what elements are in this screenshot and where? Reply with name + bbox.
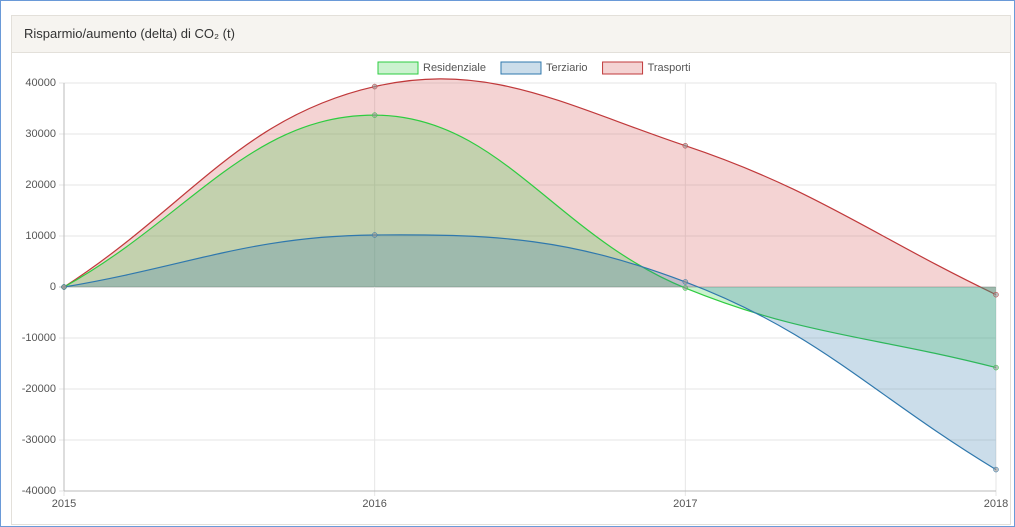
data-point: [993, 291, 999, 298]
data-point: [61, 284, 67, 290]
series-area: [64, 78, 996, 295]
legend-label: Terziario: [546, 62, 588, 74]
y-tick-label: 30000: [25, 128, 56, 140]
y-tick-label: 20000: [25, 179, 56, 191]
data-point: [682, 279, 689, 285]
y-tick-label: 40000: [25, 77, 56, 89]
series-line: [63, 78, 997, 296]
y-tick-label: 10000: [25, 230, 56, 242]
y-tick-label: -10000: [22, 332, 56, 344]
x-tick-label: 2015: [52, 498, 76, 510]
legend-swatch: [377, 61, 419, 75]
data-point: [682, 142, 689, 149]
x-tick-label: 2017: [673, 498, 697, 510]
x-tick-label: 2016: [362, 498, 386, 510]
data-point: [682, 285, 689, 291]
y-tick-label: -20000: [22, 383, 56, 395]
y-tick-label: 0: [50, 281, 56, 293]
series-line: [63, 234, 997, 471]
legend-label: Trasporti: [648, 62, 691, 74]
legend-swatch: [500, 61, 542, 75]
series-area: [64, 234, 996, 470]
x-tick-label: 2018: [984, 498, 1008, 510]
data-point: [371, 232, 378, 238]
chart-title: Risparmio/aumento (delta) di CO₂ (t): [24, 26, 235, 41]
data-point: [993, 364, 999, 371]
data-point: [371, 83, 378, 90]
series-line: [63, 114, 997, 369]
data-point: [993, 466, 999, 473]
legend-label: Residenziale: [423, 62, 486, 74]
data-point: [371, 112, 378, 118]
y-tick-label: -40000: [22, 485, 56, 497]
legend-swatch: [602, 61, 644, 75]
panel-header: Risparmio/aumento (delta) di CO₂ (t): [12, 16, 1010, 53]
y-tick-label: -30000: [22, 434, 56, 446]
